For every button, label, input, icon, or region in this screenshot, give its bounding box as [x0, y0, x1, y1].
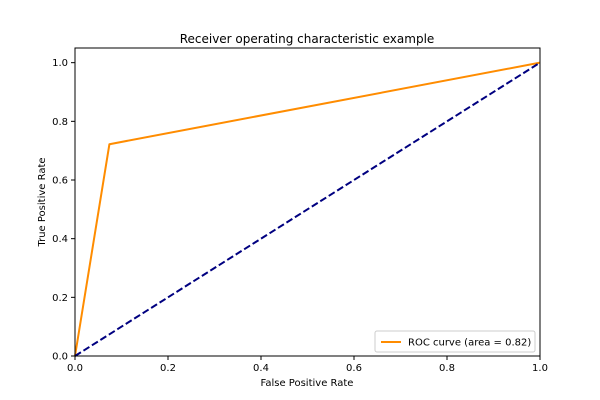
- y-tick-label: 0.4: [52, 234, 68, 245]
- x-tick-label: 0.8: [439, 363, 455, 374]
- legend-label-roc-curve: ROC curve (area = 0.82): [408, 338, 531, 349]
- x-ticks: 0.0 0.2 0.4 0.6 0.8 1.0: [67, 356, 548, 374]
- x-axis-label: False Positive Rate: [261, 378, 354, 389]
- chart-title: Receiver operating characteristic exampl…: [180, 32, 435, 46]
- x-tick-label: 0.6: [346, 363, 362, 374]
- x-tick-label: 0.2: [160, 363, 176, 374]
- x-tick-label: 0.4: [253, 363, 269, 374]
- y-ticks: 0.0 0.2 0.4 0.6 0.8 1.0: [52, 58, 75, 363]
- y-tick-label: 1.0: [52, 58, 68, 69]
- y-tick-label: 0.8: [52, 117, 68, 128]
- y-tick-label: 0.6: [52, 176, 68, 187]
- series-layer: [74, 61, 541, 357]
- y-tick-label: 0.0: [52, 352, 68, 363]
- x-tick-label: 0.0: [67, 363, 83, 374]
- x-tick-label: 1.0: [532, 363, 548, 374]
- legend-box: [374, 330, 536, 353]
- legend: ROC curve (area = 0.82): [374, 330, 536, 353]
- chance-diagonal-line: [74, 61, 541, 357]
- roc-curve-line: [74, 61, 541, 357]
- y-axis-label: True Positive Rate: [37, 157, 48, 247]
- plot-frame: [74, 47, 541, 357]
- y-tick-label: 0.2: [52, 293, 68, 304]
